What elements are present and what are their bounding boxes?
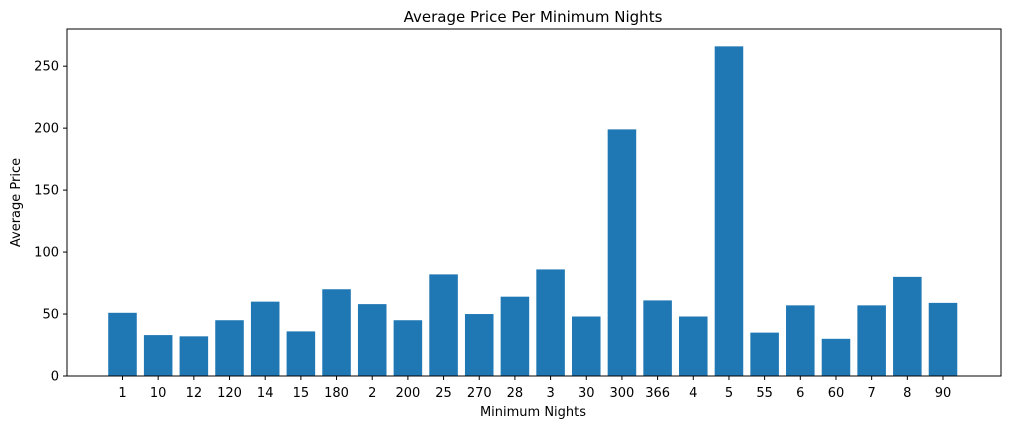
x-tick-label-25: 25 <box>435 386 452 401</box>
x-tick-label-366: 366 <box>645 386 670 401</box>
bar-5 <box>714 46 744 376</box>
x-tick-label-270: 270 <box>467 386 492 401</box>
x-tick-label-3: 3 <box>546 386 554 401</box>
x-tick-label-55: 55 <box>756 386 773 401</box>
bar-3 <box>536 269 565 376</box>
bar-55 <box>750 332 779 377</box>
plot-frame <box>66 28 1002 377</box>
bar-10 <box>143 335 173 376</box>
x-tick-label-180: 180 <box>324 386 349 401</box>
x-tick-label-200: 200 <box>395 386 420 401</box>
bar-300 <box>607 129 637 376</box>
y-tick-label-0: 0 <box>51 370 59 385</box>
bar-120 <box>215 320 244 376</box>
bar-15 <box>286 331 316 376</box>
x-axis-title: Minimum Nights <box>480 405 586 420</box>
bar-200 <box>393 320 423 376</box>
bar-4 <box>679 316 708 376</box>
x-tick-label-4: 4 <box>689 386 697 401</box>
x-tick-label-60: 60 <box>828 386 845 401</box>
bar-2 <box>357 304 387 376</box>
bar-270 <box>464 314 494 376</box>
y-tick-label-250: 250 <box>34 60 59 75</box>
y-tick-label-100: 100 <box>34 246 59 261</box>
x-tick-label-12: 12 <box>186 386 203 401</box>
chart-title: Average Price Per Minimum Nights <box>404 8 663 26</box>
bar-14 <box>250 301 280 376</box>
bar-180 <box>322 289 351 376</box>
x-tick-label-10: 10 <box>150 386 167 401</box>
x-tick-label-1: 1 <box>118 386 126 401</box>
bar-6 <box>786 305 815 376</box>
x-axis-ticks: 1 10 12 120 14 15 180 2 200 25 270 28 3 30 300 366 4 5 55 6… <box>118 376 951 401</box>
x-tick-label-5: 5 <box>725 386 733 401</box>
x-tick-label-6: 6 <box>796 386 804 401</box>
y-tick-label-50: 50 <box>42 308 59 323</box>
y-axis-title: Average Price <box>9 158 24 247</box>
x-tick-label-15: 15 <box>293 386 310 401</box>
x-tick-label-300: 300 <box>610 386 635 401</box>
bar-25 <box>429 274 458 376</box>
x-tick-label-14: 14 <box>257 386 274 401</box>
bar-30 <box>571 316 601 376</box>
x-tick-label-7: 7 <box>868 386 876 401</box>
bar-90 <box>928 302 958 376</box>
bar-60 <box>821 338 851 376</box>
bar-8 <box>893 276 922 376</box>
bar-28 <box>500 296 530 376</box>
bar-12 <box>179 336 209 376</box>
y-tick-label-150: 150 <box>34 184 59 199</box>
bars-group <box>108 46 958 377</box>
y-tick-label-200: 200 <box>34 122 59 137</box>
x-tick-label-2: 2 <box>368 386 376 401</box>
x-tick-label-8: 8 <box>903 386 911 401</box>
x-tick-label-120: 120 <box>217 386 242 401</box>
bar-7 <box>857 305 886 376</box>
bar-1 <box>108 312 137 376</box>
x-tick-label-30: 30 <box>578 386 595 401</box>
x-tick-label-90: 90 <box>935 386 952 401</box>
x-tick-label-28: 28 <box>507 386 524 401</box>
bar-366 <box>643 300 672 376</box>
y-axis-ticks: 0 50 100 150 200 250 <box>34 60 67 385</box>
